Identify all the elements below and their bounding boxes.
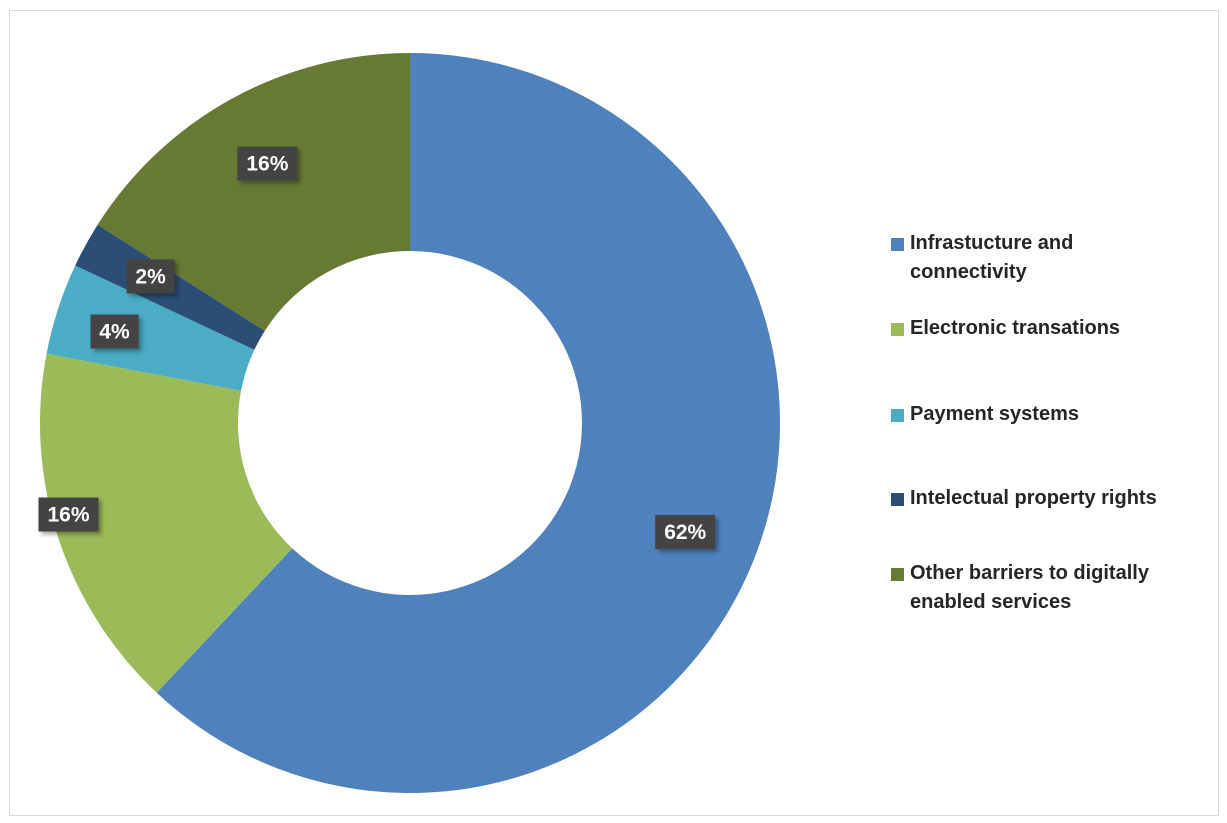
donut-chart: 62% 16% 4% 2% 16% — [38, 53, 780, 794]
legend-label: Intelectual property rights — [910, 487, 1157, 509]
legend-swatch — [891, 323, 904, 336]
donut-slice-infrastructure — [156, 53, 780, 794]
data-label-text: 62% — [664, 521, 706, 544]
data-label-box — [126, 259, 175, 294]
legend-label: Electronic transations — [910, 317, 1121, 339]
data-label-text: 16% — [246, 153, 288, 176]
data-label-box — [38, 497, 99, 532]
data-label-ip-rights: 2% — [126, 259, 175, 294]
legend-item-payment-systems: Payment systems — [891, 403, 1079, 429]
legend-label: Infrastucture and connectivity — [910, 232, 1074, 283]
data-label-text: 2% — [135, 265, 166, 288]
legend-swatch — [891, 409, 904, 422]
data-label-payment-systems: 4% — [90, 314, 139, 349]
data-label-electronic-transactions: 16% — [38, 497, 99, 532]
data-label-text: 4% — [99, 321, 130, 344]
donut-slice-other-barriers — [97, 53, 411, 331]
legend-swatch — [891, 568, 904, 581]
legend-item-other-barriers: Other barriers to digitally enabled serv… — [891, 562, 1149, 617]
data-label-infrastructure: 62% — [655, 514, 716, 549]
legend-label: Other barriers to digitally enabled serv… — [910, 562, 1149, 613]
legend-label: Payment systems — [910, 403, 1079, 425]
data-label-other-barriers: 16% — [237, 146, 298, 181]
legend-swatch — [891, 238, 904, 251]
donut-slice-electronic-transactions — [40, 353, 293, 693]
legend-item-ip-rights: Intelectual property rights — [891, 487, 1157, 513]
donut-slice-payment-systems — [46, 265, 255, 391]
data-label-box — [655, 514, 716, 549]
data-label-text: 16% — [47, 503, 89, 526]
data-label-box — [237, 146, 298, 181]
chart-area: 62% 16% 4% 2% 16% Infrastucture and connecti… — [9, 10, 1219, 816]
legend-item-infrastructure: Infrastucture and connectivity — [891, 232, 1073, 287]
legend-swatch — [891, 493, 904, 506]
legend-item-electronic-transactions: Electronic transations — [891, 317, 1120, 343]
data-label-box — [90, 314, 139, 349]
